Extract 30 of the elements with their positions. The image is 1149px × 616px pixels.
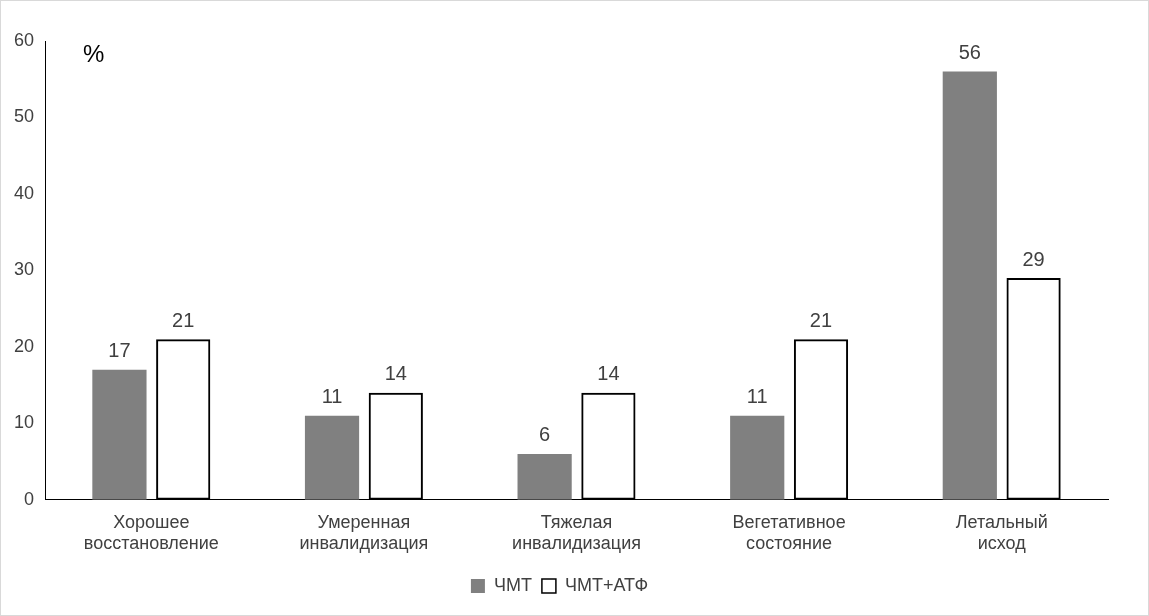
data-label: 21 (809, 308, 833, 331)
x-tick-label: Тяжелая инвалидизация (512, 511, 641, 554)
y-tick-label: 20 (13, 335, 35, 356)
data-label: 21 (172, 308, 195, 331)
bar (730, 415, 785, 500)
bar (92, 369, 147, 500)
y-tick-label: 40 (13, 182, 35, 203)
data-label: 14 (384, 362, 407, 385)
data-label: 14 (597, 362, 620, 385)
data-label: 6 (539, 423, 551, 446)
y-tick-label: 30 (13, 259, 35, 280)
bar (517, 453, 572, 500)
data-label: 17 (108, 339, 131, 362)
data-label: 11 (746, 385, 768, 408)
legend-label: ЧМТ+АТФ (564, 574, 649, 595)
y-tick-label: 10 (13, 412, 35, 433)
data-label: 56 (958, 41, 981, 64)
y-tick-label: 60 (13, 29, 35, 50)
legend-label: ЧМТ (493, 574, 532, 595)
x-tick-label: Умеренная инвалидизация (299, 511, 429, 554)
y-tick-label: 50 (13, 106, 35, 127)
x-tick-label: Летальный исход (955, 511, 1048, 554)
x-tick-label: Хорошее восстановление (83, 511, 219, 554)
data-label: 11 (321, 385, 343, 408)
bar (304, 415, 360, 500)
bar (942, 71, 997, 500)
y-axis-title: % (83, 39, 105, 67)
data-label: 29 (1022, 247, 1045, 270)
y-tick-label: 0 (24, 488, 35, 509)
x-tick-label: Вегетативное состояние (732, 511, 846, 554)
